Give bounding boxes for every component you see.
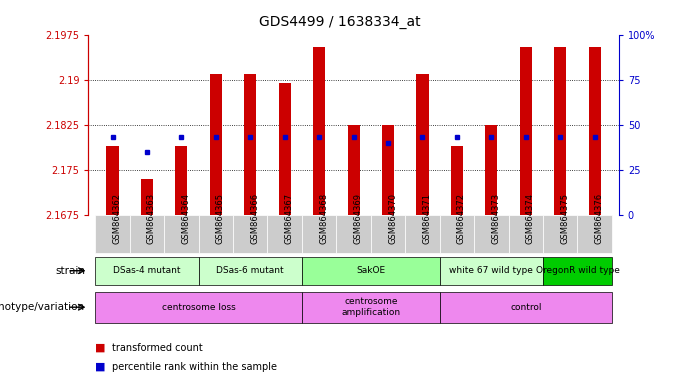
Text: strain: strain <box>55 266 85 276</box>
Text: GSM864372: GSM864372 <box>457 193 466 243</box>
Bar <box>347 125 360 215</box>
Text: ■: ■ <box>95 343 105 353</box>
Bar <box>130 215 164 253</box>
Text: percentile rank within the sample: percentile rank within the sample <box>112 362 277 372</box>
Text: DSas-6 mutant: DSas-6 mutant <box>216 266 284 275</box>
Text: GSM864367: GSM864367 <box>285 192 294 244</box>
Bar <box>267 215 302 253</box>
Bar <box>589 46 600 215</box>
Bar <box>199 215 233 253</box>
Bar <box>302 215 337 253</box>
Bar <box>520 46 532 215</box>
Bar <box>95 215 130 253</box>
Bar <box>577 215 612 253</box>
Bar <box>440 257 543 285</box>
Bar <box>279 83 291 215</box>
Text: GSM864363: GSM864363 <box>147 192 156 244</box>
Bar <box>141 179 153 215</box>
Text: centrosome loss: centrosome loss <box>162 303 235 312</box>
Text: GSM864370: GSM864370 <box>388 193 397 243</box>
Text: GSM864368: GSM864368 <box>319 192 328 244</box>
Bar <box>416 74 428 215</box>
Text: ■: ■ <box>95 362 105 372</box>
Bar <box>337 215 371 253</box>
Text: GSM864371: GSM864371 <box>422 193 432 243</box>
Bar <box>554 46 566 215</box>
Text: genotype/variation: genotype/variation <box>0 302 85 312</box>
Bar <box>543 215 577 253</box>
Text: white 67 wild type: white 67 wild type <box>449 266 533 275</box>
Text: SakOE: SakOE <box>356 266 386 275</box>
Bar <box>405 215 440 253</box>
Bar <box>210 74 222 215</box>
Text: GSM864364: GSM864364 <box>182 193 190 243</box>
Bar <box>233 215 267 253</box>
Text: GSM864376: GSM864376 <box>595 192 604 244</box>
Text: transformed count: transformed count <box>112 343 203 353</box>
Bar <box>474 215 509 253</box>
Text: DSas-4 mutant: DSas-4 mutant <box>113 266 181 275</box>
Bar <box>95 257 199 285</box>
Bar <box>199 257 302 285</box>
Bar <box>302 257 440 285</box>
Bar <box>107 146 118 215</box>
Bar <box>302 292 440 323</box>
Text: GSM864366: GSM864366 <box>250 192 259 244</box>
Text: GSM864374: GSM864374 <box>526 193 534 243</box>
Bar <box>440 292 612 323</box>
Bar <box>371 215 405 253</box>
Text: GSM864365: GSM864365 <box>216 193 225 243</box>
Text: control: control <box>510 303 541 312</box>
Text: GSM864375: GSM864375 <box>560 193 569 243</box>
Bar <box>451 146 463 215</box>
Text: GSM864362: GSM864362 <box>112 193 122 243</box>
Bar <box>486 125 497 215</box>
Bar <box>244 74 256 215</box>
Text: GDS4499 / 1638334_at: GDS4499 / 1638334_at <box>259 15 421 29</box>
Text: centrosome
amplification: centrosome amplification <box>341 298 401 317</box>
Text: GSM864373: GSM864373 <box>492 192 500 244</box>
Bar <box>164 215 199 253</box>
Text: GSM864369: GSM864369 <box>354 193 362 243</box>
Bar <box>175 146 188 215</box>
Bar <box>382 125 394 215</box>
Bar <box>440 215 474 253</box>
Text: OregonR wild type: OregonR wild type <box>536 266 619 275</box>
Bar <box>95 292 302 323</box>
Bar <box>509 215 543 253</box>
Bar <box>313 46 325 215</box>
Bar <box>543 257 612 285</box>
